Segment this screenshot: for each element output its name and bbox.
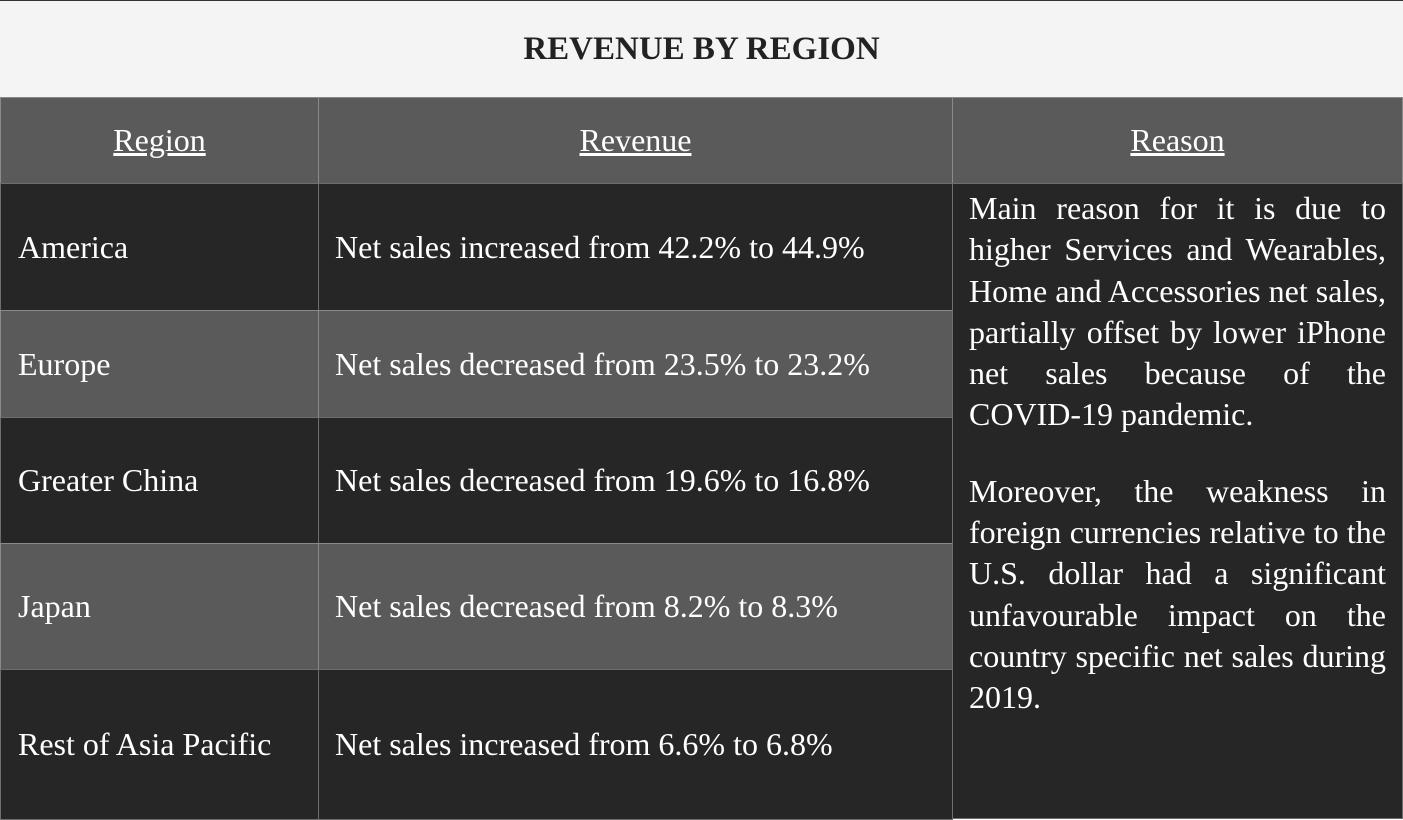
revenue-cell: Net sales increased from 6.6% to 6.8% <box>318 669 953 820</box>
region-cell: Greater China <box>0 417 319 544</box>
column-header: Reason <box>952 97 1403 184</box>
title-bar: REVENUE BY REGION <box>0 0 1403 97</box>
region-cell: America <box>0 183 319 311</box>
reason-cell: Main reason for it is due to higher Serv… <box>952 183 1403 819</box>
revenue-cell: Net sales decreased from 23.5% to 23.2% <box>318 310 953 418</box>
title: REVENUE BY REGION <box>523 30 880 67</box>
column-header: Revenue <box>318 97 953 184</box>
region-cell: Rest of Asia Pacific <box>0 669 319 820</box>
revenue-cell: Net sales increased from 42.2% to 44.9% <box>318 183 953 311</box>
region-cell: Europe <box>0 310 319 418</box>
revenue-cell: Net sales decreased from 19.6% to 16.8% <box>318 417 953 544</box>
revenue-cell: Net sales decreased from 8.2% to 8.3% <box>318 543 953 670</box>
reason-text: Moreover, the weakness in foreign curren… <box>969 472 1386 716</box>
region-cell: Japan <box>0 543 319 670</box>
column-header: Region <box>0 97 319 184</box>
reason-text: Main reason for it is due to higher Serv… <box>969 190 1386 433</box>
